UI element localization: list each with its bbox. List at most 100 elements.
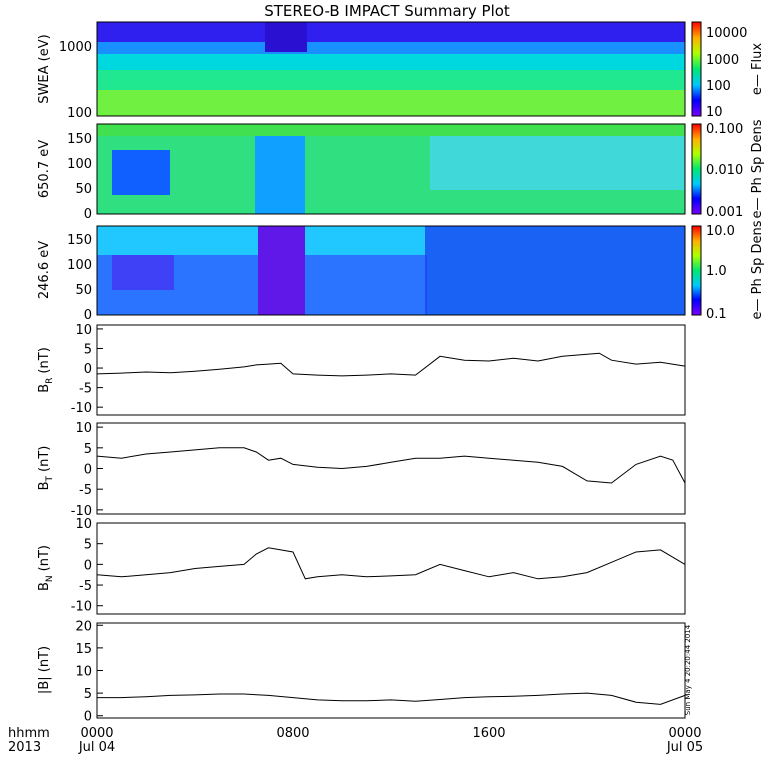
heatmap-swea-feature [265,22,307,52]
colorbar-246 [691,225,702,316]
heatmap-650-feature-3 [430,135,685,190]
colorbar-tick-label: 100 [706,79,731,94]
y-axis-label-main: B [37,582,52,591]
y-tick-label: -10 [71,504,92,519]
panel-bn: -10 -5 0 5 10 BN (nT) [37,517,686,615]
x-tick-time: 0800 [276,726,309,741]
colorbar-tick-label: 10000 [706,26,747,41]
y-tick-label: 50 [75,182,92,197]
heatmap-swea-band-5 [97,90,685,116]
y-tick-label: 5 [84,442,92,457]
colorbar-swea [691,21,702,117]
y-axis-label: BT (nT) [37,446,55,491]
plot-frame-bt [96,422,686,515]
y-tick-label: 0 [84,463,92,478]
heatmap-246-feature-3 [258,226,305,315]
heatmap-swea-frame [96,21,686,117]
y-ticks-br: -10 -5 0 5 10 [71,323,103,416]
y-tick-label: 150 [67,132,92,147]
plot-frame-bmag [96,622,686,719]
plot-title: STEREO-B IMPACT Summary Plot [264,2,510,20]
colorbar-tick-label: 0.100 [706,122,743,137]
y-tick-label: -5 [79,483,92,498]
y-axis-label: 650.7 eV [37,140,52,198]
heatmap-650-feature-1 [112,150,170,195]
heatmap-650-feature-2 [255,124,305,214]
x-tick-time: 0000 [80,726,113,741]
y-tick-label: 10 [75,517,92,532]
panel-650-ev: 150 100 50 0 650.7 eV 0.100 0.010 0.001 … [37,119,765,222]
x-tick-time: 1600 [472,726,505,741]
panel-br: -10 -5 0 5 10 BR (nT) [37,323,686,416]
y-ticks-bt: -10 -5 0 5 10 [71,421,103,519]
y-axis-label-unit: (nT) [37,545,52,571]
y-tick-label: 0 [84,308,92,323]
y-ticks-bn: -10 -5 0 5 10 [71,517,103,615]
y-tick-label: 0 [84,558,92,573]
y-tick-label: -10 [71,600,92,615]
series-line-bn [96,547,686,580]
y-tick-label: 5 [84,538,92,553]
y-tick-label: 100 [67,157,92,172]
y-tick-label: 1000 [59,40,92,55]
y-tick-label: 10 [75,323,92,338]
y-tick-label: 5 [84,687,92,702]
y-axis-label: 246.6 eV [37,241,52,299]
series-line-bmag [97,692,686,705]
series-line-br [96,352,686,377]
timestamp-label: Sun May 4 20:20:44 2014 [684,624,692,715]
colorbar-tick-label: 10 [706,105,723,120]
y-tick-label: 20 [75,619,92,634]
y-ticks-bmag: 0 5 10 15 20 [75,619,103,725]
plot-frame-bn [96,522,686,615]
panel-swea: 1000 100 SWEA (eV) 10000 1000 100 10 e— … [37,21,765,121]
y-tick-label: 0 [84,207,92,222]
y-tick-label: -5 [79,382,92,397]
heatmap-246-feature-4 [425,226,685,315]
colorbar-label: e— Flux [750,43,765,95]
y-axis-label-main: B [37,384,52,393]
y-tick-label: 0 [84,710,92,725]
y-tick-label: 5 [84,342,92,357]
y-tick-label: 10 [75,665,92,680]
heatmap-650-frame [96,123,686,215]
x-axis-row1-label: hhmm [8,726,50,741]
x-tick-time: 0000 [668,726,701,741]
y-axis-label-unit: (nT) [37,347,52,373]
y-ticks-swea: 1000 100 [59,40,92,121]
heatmap-swea-band-top [97,22,685,42]
y-tick-label: 100 [67,106,92,121]
colorbar-tick-label: 1000 [706,53,739,68]
y-tick-label: 50 [75,283,92,298]
y-axis-label: BN (nT) [37,545,55,591]
x-axis-row2-label: 2013 [8,740,41,755]
y-tick-label: 15 [75,642,92,657]
y-tick-label: 0 [84,362,92,377]
x-tick-date: Jul 05 [666,740,703,755]
y-tick-label: -5 [79,579,92,594]
y-axis-label: |B| (nT) [37,646,52,694]
heatmap-246-frame [96,225,686,316]
colorbar-label: e— Ph Sp Dens [750,220,765,319]
y-tick-label: 150 [67,233,92,248]
heatmap-swea-band-3 [97,54,685,70]
colorbar-tick-label: 0.010 [706,163,743,178]
heatmap-swea-band-2 [97,42,685,54]
y-tick-label: 100 [67,258,92,273]
panel-bt: -10 -5 0 5 10 BT (nT) [37,421,686,519]
y-axis-label-unit: (nT) [37,446,52,472]
y-axis-label-main: B [37,481,52,490]
colorbar-tick-label: 1.0 [706,264,727,279]
colorbar-tick-label: 0.1 [706,307,727,322]
heatmap-swea-band-4 [97,70,685,90]
plot-frame-br [96,324,686,416]
heatmap-650-top [97,124,685,136]
y-axis-label: SWEA (eV) [37,34,52,103]
x-tick-date: Jul 04 [78,740,115,755]
colorbar-tick-label: 0.001 [706,205,743,220]
y-tick-label: -10 [71,401,92,416]
panel-bmag: 0 5 10 15 20 |B| (nT) [37,619,686,725]
